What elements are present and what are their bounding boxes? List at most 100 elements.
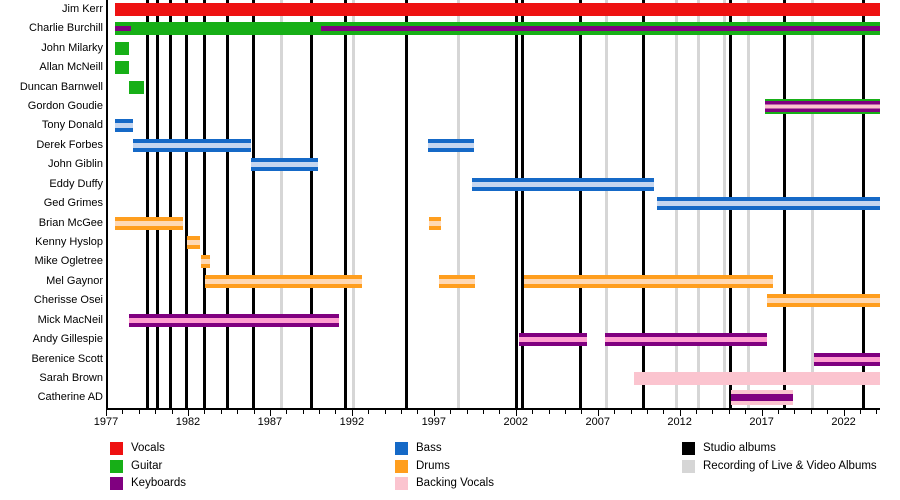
- member-label: Tony Donald: [41, 119, 103, 132]
- axis-tick: [794, 410, 796, 414]
- legend: Vocals Guitar Keyboards Bass Drums Backing Vo…: [0, 440, 900, 500]
- album-line-studio: [155, 0, 159, 408]
- axis-tick: [351, 410, 353, 416]
- axis-tick-label: 2002: [503, 416, 528, 428]
- axis-tick: [319, 410, 321, 414]
- axis-tick-label: 2022: [831, 416, 856, 428]
- axis-tick: [368, 410, 370, 414]
- axis-tick: [712, 410, 714, 414]
- axis-tick: [728, 410, 730, 414]
- plot-area: [106, 0, 880, 410]
- timeline-bar-bass: [114, 119, 133, 133]
- legend-label: Guitar: [131, 459, 163, 472]
- axis-tick: [532, 410, 534, 414]
- axis-tick: [761, 410, 763, 416]
- axis-tick: [417, 410, 419, 414]
- timeline-bar-bass: [471, 177, 654, 191]
- axis-tick: [663, 410, 665, 414]
- legend-label: Vocals: [131, 442, 165, 454]
- timeline-bar-drums: [439, 274, 476, 288]
- album-line-studio: [168, 0, 172, 408]
- axis-tick: [630, 410, 632, 414]
- timeline-bar-drums: [186, 235, 200, 249]
- member-label: Eddy Duffy: [49, 177, 103, 190]
- album-line-studio: [252, 0, 256, 408]
- legend-label: Backing Vocals: [416, 477, 494, 489]
- member-label: Sarah Brown: [39, 371, 103, 384]
- axis-tick: [843, 410, 845, 416]
- axis-tick-label: 1982: [175, 416, 201, 428]
- album-line-studio: [226, 0, 230, 408]
- axis-tick: [286, 410, 288, 414]
- axis-tick: [220, 410, 222, 414]
- timeline-bar-guitar_keys_bv: [765, 98, 880, 114]
- axis-tick-label: 2017: [749, 416, 774, 428]
- legend-swatch-guitar: [110, 459, 123, 473]
- axis-tick: [155, 410, 157, 414]
- album-line-live: [457, 0, 461, 408]
- member-label: Mel Gaynor: [46, 274, 103, 287]
- timeline-bar-drums: [524, 274, 774, 288]
- timeline-bar-keyboards: [814, 352, 880, 366]
- axis-tick-label: 1977: [93, 416, 119, 428]
- axis-tick: [450, 410, 452, 414]
- album-line-live: [604, 0, 608, 408]
- legend-label: Drums: [416, 459, 450, 472]
- axis-tick: [237, 410, 239, 414]
- axis-tick: [433, 410, 435, 416]
- album-line-studio: [145, 0, 149, 408]
- album-line-studio: [521, 0, 525, 408]
- member-label: Gordon Goudie: [27, 99, 103, 112]
- axis-tick: [269, 410, 271, 416]
- axis-tick: [564, 410, 566, 414]
- axis-tick-label: 1997: [421, 416, 447, 428]
- legend-label: Keyboards: [131, 477, 186, 489]
- legend-swatch-keyboards: [110, 477, 123, 490]
- timeline-bar-vocals: [114, 2, 880, 16]
- axis-tick: [745, 410, 747, 414]
- axis-tick-label: 1992: [339, 416, 365, 428]
- legend-swatch-bass: [395, 442, 408, 455]
- album-line-studio: [514, 0, 518, 408]
- axis-tick: [171, 410, 173, 414]
- timeline-bar-drums: [204, 274, 363, 288]
- axis-tick: [810, 410, 812, 414]
- member-label: Derek Forbes: [36, 138, 103, 151]
- timeline-bar-drums: [766, 294, 880, 308]
- axis-tick: [548, 410, 550, 414]
- legend-swatch-drums: [395, 459, 408, 473]
- member-label: Mike Ogletree: [34, 255, 103, 268]
- timeline-bar-drums: [201, 255, 210, 269]
- axis-tick: [696, 410, 698, 414]
- axis-tick: [778, 410, 780, 414]
- member-label: Mick MacNeil: [37, 313, 103, 326]
- album-line-studio: [642, 0, 646, 408]
- axis-tick: [581, 410, 583, 414]
- legend-swatch-vocals: [110, 442, 123, 455]
- timeline-bar-guitar: [129, 80, 145, 94]
- axis-tick: [122, 410, 124, 414]
- axis-tick: [253, 410, 255, 414]
- timeline-bar-guitar: [114, 61, 130, 75]
- album-line-studio: [203, 0, 207, 408]
- axis-tick: [302, 410, 304, 414]
- axis-tick: [138, 410, 140, 414]
- member-label: Kenny Hyslop: [35, 235, 103, 248]
- timeline-bar-keys_overlay: [114, 26, 131, 32]
- album-line-studio: [309, 0, 313, 408]
- axis-tick: [401, 410, 403, 414]
- legend-label: Recording of Live & Video Albums: [703, 459, 877, 472]
- album-line-studio: [578, 0, 582, 408]
- member-label: Ged Grimes: [43, 197, 103, 210]
- member-label: Berenice Scott: [31, 352, 103, 365]
- timeline-bar-guitar: [114, 41, 130, 55]
- timeline-bar-bv_keys: [730, 390, 794, 406]
- axis-tick: [597, 410, 599, 416]
- member-label: Brian McGee: [38, 216, 103, 229]
- axis-tick: [466, 410, 468, 414]
- axis-tick: [679, 410, 681, 416]
- legend-swatch-backing_vocals: [395, 477, 408, 490]
- axis-tick: [106, 410, 107, 416]
- member-label: Charlie Burchill: [29, 22, 103, 35]
